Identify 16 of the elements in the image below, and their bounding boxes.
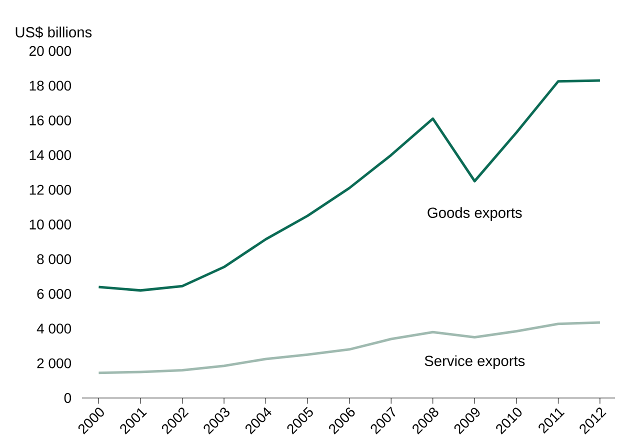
series-label: Service exports	[424, 355, 525, 369]
y-tick-label: 6 000	[37, 288, 72, 299]
y-tick-label: 2 000	[37, 358, 72, 368]
y-tick-label: 8 000	[37, 254, 72, 264]
y-tick-label: 4 000	[36, 324, 72, 334]
line-series	[97, 79, 602, 292]
line-series	[97, 321, 602, 374]
y-tick-label: 18 000	[30, 80, 72, 91]
y-tick-label: 0	[64, 393, 72, 403]
y-tick-label: 20 000	[29, 46, 72, 56]
y-tick-label: 12 000	[30, 184, 72, 195]
y-tick-label: 14 000	[30, 150, 72, 160]
text: Goods exports	[428, 207, 522, 221]
y-tick-label: 10 000	[30, 220, 72, 230]
y-tick-label: 16 000	[30, 115, 72, 126]
y-axis-title: US$ billions	[16, 26, 92, 38]
